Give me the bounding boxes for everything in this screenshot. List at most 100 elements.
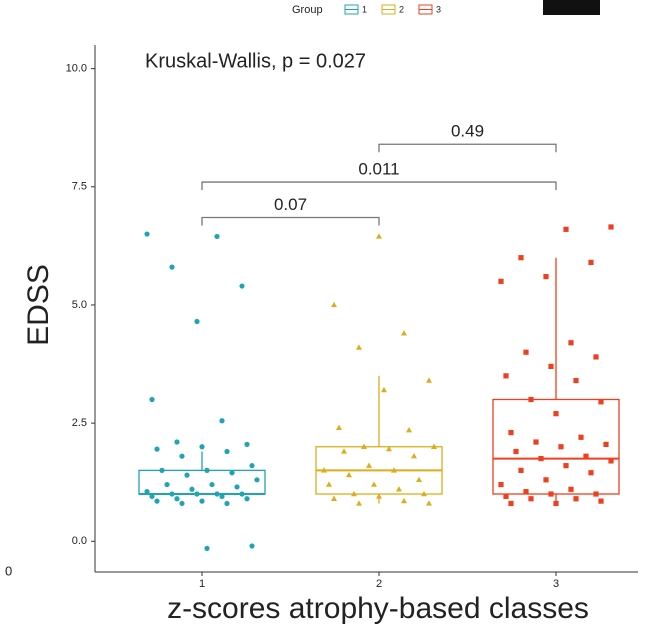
comparison-label: 0.49 xyxy=(451,122,484,141)
point xyxy=(543,273,549,280)
point xyxy=(224,500,230,507)
point xyxy=(341,448,347,454)
point xyxy=(421,490,427,497)
point xyxy=(593,354,599,360)
x-tick-label: 2 xyxy=(376,578,382,590)
point xyxy=(391,467,397,473)
point xyxy=(503,493,509,499)
point xyxy=(498,278,504,284)
point xyxy=(513,448,519,455)
comparison-bracket xyxy=(201,181,557,191)
point xyxy=(184,472,190,478)
point xyxy=(548,363,554,369)
point xyxy=(553,500,559,507)
point xyxy=(401,497,407,504)
point xyxy=(593,491,599,497)
point xyxy=(194,318,200,325)
point xyxy=(249,463,255,469)
point xyxy=(406,427,412,433)
point xyxy=(249,543,255,549)
point xyxy=(204,467,210,473)
point xyxy=(214,491,220,497)
x-axis-label: z-scores atrophy-based classes xyxy=(167,592,589,625)
point xyxy=(518,467,524,473)
x-tick-label: 3 xyxy=(553,578,559,590)
y-tick-label: 5.0 xyxy=(72,299,87,311)
point xyxy=(244,496,250,502)
point xyxy=(588,259,594,266)
point xyxy=(523,489,529,495)
point xyxy=(199,444,205,450)
y-tick-label: 2.5 xyxy=(72,417,87,429)
point xyxy=(214,233,220,240)
point xyxy=(239,283,245,289)
point xyxy=(239,491,245,497)
x-tick-label: 1 xyxy=(199,578,205,590)
point xyxy=(573,377,579,384)
point xyxy=(321,467,327,473)
point xyxy=(219,418,225,424)
point xyxy=(234,484,240,490)
point xyxy=(426,377,432,383)
comparison-label: 0.07 xyxy=(274,195,307,214)
legend-label: 1 xyxy=(362,4,367,14)
comparison-bracket xyxy=(378,143,557,153)
point xyxy=(553,411,559,417)
point xyxy=(381,386,387,393)
point xyxy=(194,491,200,497)
comparison-label: 0.011 xyxy=(358,160,399,179)
point xyxy=(608,224,614,230)
point xyxy=(598,399,604,405)
point xyxy=(376,493,382,499)
legend-label: 3 xyxy=(436,4,441,14)
point xyxy=(244,441,250,447)
y-tick-label: 10.0 xyxy=(66,63,87,75)
point xyxy=(149,493,155,499)
y-tick-label: 0.0 xyxy=(72,535,87,547)
point xyxy=(548,491,554,497)
point xyxy=(563,226,569,232)
point xyxy=(356,500,362,506)
point xyxy=(169,491,175,497)
box xyxy=(492,398,620,495)
point xyxy=(583,453,589,459)
point xyxy=(396,486,402,492)
point xyxy=(179,453,185,459)
point xyxy=(254,477,260,483)
point xyxy=(598,498,604,504)
point xyxy=(508,500,514,507)
point xyxy=(229,470,235,476)
point xyxy=(326,481,332,487)
point xyxy=(568,340,574,346)
point xyxy=(346,471,352,478)
point xyxy=(219,493,225,499)
point xyxy=(588,470,594,476)
point xyxy=(204,545,210,551)
point xyxy=(189,486,195,492)
point xyxy=(224,448,230,455)
point xyxy=(361,443,367,449)
point xyxy=(199,498,205,504)
point xyxy=(563,463,569,469)
point xyxy=(568,486,574,492)
point xyxy=(528,396,534,403)
point xyxy=(366,462,372,468)
point xyxy=(169,264,175,270)
point xyxy=(351,490,357,497)
point xyxy=(538,455,544,462)
point xyxy=(523,349,529,355)
point xyxy=(411,453,417,459)
point xyxy=(164,481,170,488)
point xyxy=(533,439,539,445)
y-axis-label: EDSS xyxy=(22,264,55,346)
point xyxy=(371,481,377,487)
point xyxy=(331,495,337,501)
point xyxy=(416,476,422,483)
point xyxy=(154,498,160,504)
legend-title: Group xyxy=(292,4,323,16)
image-fragment xyxy=(543,0,600,15)
left-fragment: 0 xyxy=(5,563,12,578)
point xyxy=(159,467,165,473)
point xyxy=(401,330,407,336)
